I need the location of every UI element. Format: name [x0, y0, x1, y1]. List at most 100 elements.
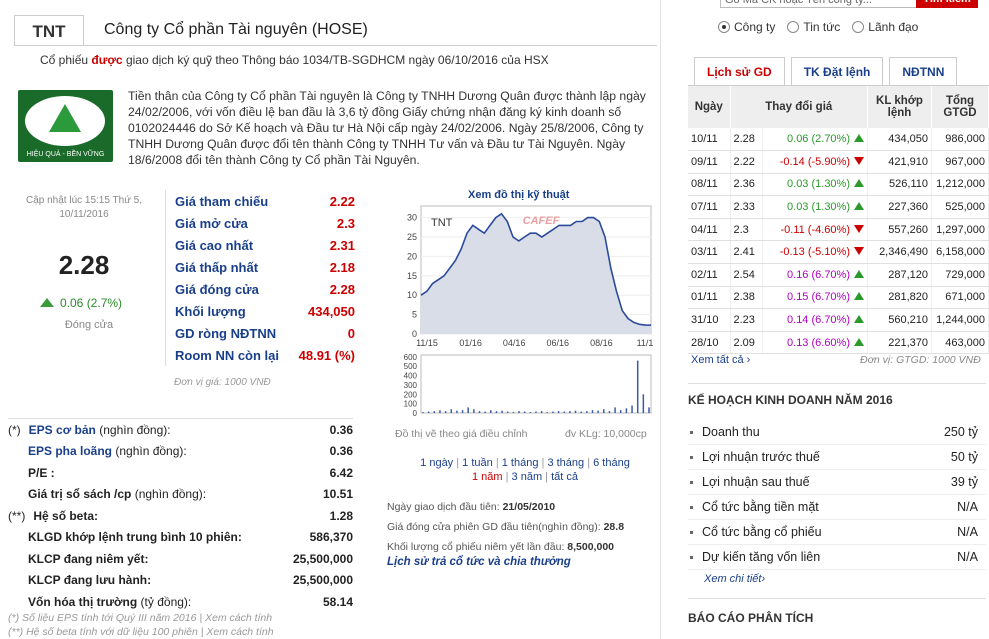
price-value: 2.31 [329, 237, 355, 253]
fundamentals: (*) EPS cơ bản (nghìn đồng): 0.36 EPS pha l… [8, 418, 353, 613]
first-day-label: Ngày giao dịch đầu tiên: [387, 501, 500, 513]
price-value: 2.28 [329, 281, 355, 297]
price-row: Giá tham chiếu 2.22 [175, 190, 355, 212]
cell-date: 08/11 [688, 173, 731, 197]
footnotes: (*) Số liệu EPS tính tới Quý III năm 201… [8, 611, 274, 639]
margin-note-suffix: giao dịch ký quỹ theo Thông báo 1034/TB-… [122, 53, 549, 67]
search-radio-1[interactable]: Công ty [718, 20, 775, 34]
footnote-beta: (**) Hệ số beta tính với dữ liệu 100 phi… [8, 626, 274, 638]
search-radio-3[interactable]: Lãnh đạo [852, 20, 918, 34]
price-chart[interactable]: 0 5 10 15 20 25 30 TNT CAFEF 11/15 01/16 04/16 06/16… [395, 200, 657, 422]
fundamental-label: Vốn hóa thị trường (tỷ đồng): [8, 595, 191, 609]
period-4[interactable]: 3 tháng [547, 457, 585, 469]
cell-change: 0.16 (6.70%) [762, 263, 868, 287]
fundamental-name: KLCP đang niêm yết: [28, 551, 149, 566]
price-label: Giá cao nhất [175, 237, 254, 253]
col-date: Ngày [688, 86, 731, 128]
fundamental-row: Giá trị sổ sách /cp (nghìn đồng): 10.51 [8, 484, 353, 506]
fundamental-label: (*) EPS cơ bản (nghìn đồng): [8, 423, 171, 437]
period-7[interactable]: 3 năm [511, 471, 543, 483]
plan-label-text: Doanh thu [702, 425, 760, 439]
price-unit-note: Đơn vị giá: 1000 VNĐ [174, 377, 271, 388]
fundamental-value: 58.14 [322, 594, 353, 609]
cell-date: 09/11 [688, 150, 731, 174]
plan-row: Doanh thu 250 tỷ [688, 420, 986, 445]
fundamental-name: KLCP đang lưu hành: [28, 573, 152, 588]
margin-note-highlight: được [91, 53, 123, 67]
fundamental-row: KLCP đang lưu hành: 25,500,000 [8, 570, 353, 592]
period-8[interactable]: tất cả [551, 471, 579, 483]
cell-volume: 421,910 [867, 150, 932, 174]
price-value: 2.18 [329, 259, 355, 275]
technical-chart-link[interactable]: Xem đồ thị kỹ thuật [468, 189, 570, 201]
search-radio-2[interactable]: Tin tức [787, 20, 840, 34]
period-1[interactable]: 1 ngày [420, 457, 454, 469]
period-3[interactable]: 1 tháng [501, 457, 539, 469]
radio-button-icon[interactable] [787, 21, 800, 33]
price-label: Giá đóng cửa [175, 281, 259, 297]
x-tick-label: 08/16 [590, 338, 613, 348]
table-row: 04/11 2.3 -0.11 (-4.60%) 557,260 1,297,000 [688, 218, 989, 242]
volume-tick-label: 400 [404, 372, 418, 381]
cell-value: 1,297,000 [931, 218, 989, 242]
period-2[interactable]: 1 tuần [462, 457, 493, 469]
cell-volume: 281,820 [867, 286, 932, 310]
cell-value: 6,158,000 [931, 240, 989, 265]
price-value: 2.22 [329, 193, 355, 209]
cell-date: 02/11 [688, 263, 731, 287]
company-intro: Tiền thân của Công ty Cổ phần Tài nguyên… [128, 89, 646, 167]
price-value: 434,050 [308, 303, 355, 319]
x-tick-label: 06/16 [547, 338, 570, 348]
period-5[interactable]: 6 tháng [593, 457, 630, 469]
business-plan-title: KẾ HOẠCH KINH DOANH NĂM 2016 [688, 393, 893, 407]
plan-value: N/A [957, 500, 978, 514]
tab-3[interactable]: NĐTNN [889, 57, 958, 86]
cell-value: 986,000 [931, 128, 989, 152]
y-tick-label: 0 [412, 329, 417, 339]
up-arrow-icon [40, 298, 54, 307]
tabs-divider [688, 85, 989, 86]
up-arrow-icon [854, 292, 864, 301]
search-button[interactable]: Tìm kiếm [916, 0, 978, 8]
fundamental-row: P/E : 6.42 [8, 462, 353, 484]
cell-volume: 2,346,490 [867, 240, 932, 265]
fundamental-name: EPS cơ bản [28, 422, 96, 437]
dividend-history-link[interactable]: Lịch sử trả cổ tức và chia thưởng [387, 556, 571, 568]
cell-value: 1,244,000 [931, 308, 989, 332]
fundamental-suffix: (tỷ đồng): [137, 594, 192, 609]
plan-row: Cổ tức bằng cổ phiếu N/A [688, 520, 986, 545]
price-value: 2.3 [336, 215, 355, 231]
radio-button-icon[interactable] [718, 21, 730, 33]
plan-row: Cổ tức bằng tiền mặt N/A [688, 495, 986, 520]
plan-value: N/A [957, 550, 978, 564]
view-all-history-link[interactable]: Xem tất cả › [691, 354, 751, 366]
tab-1[interactable]: Lịch sử GD [694, 57, 785, 86]
price-label: Room NN còn lại [175, 347, 280, 363]
change-value: 0.06 (2.70%) [787, 133, 850, 146]
cell-date: 03/11 [688, 240, 731, 265]
cell-volume: 221,370 [867, 331, 932, 355]
listed-volume-label: Khối lượng cổ phiếu niêm yết lần đầu: [387, 541, 565, 553]
fundamental-value: 6.42 [329, 465, 353, 480]
fundamental-row: (*) EPS cơ bản (nghìn đồng): 0.36 [8, 419, 353, 441]
period-6[interactable]: 1 năm [471, 471, 503, 483]
fundamental-row: KLGD khớp lệnh trung bình 10 phiên: 586,3… [8, 527, 353, 549]
down-arrow-icon [854, 247, 864, 256]
y-tick-label: 30 [407, 213, 417, 223]
tab-2[interactable]: TK Đặt lệnh [790, 57, 884, 86]
fundamental-name: Hệ số beta: [33, 508, 99, 523]
col-volume: KL khớp lệnh [867, 86, 932, 128]
plan-label: Lợi nhuận sau thuế [690, 475, 810, 489]
plan-value: N/A [957, 525, 978, 539]
table-row: 03/11 2.41 -0.13 (-5.10%) 2,346,490 6,158,00… [688, 240, 989, 265]
fundamental-suffix: (nghìn đồng): [112, 444, 187, 459]
plan-details-link[interactable]: Xem chi tiết› [704, 573, 766, 585]
change-value: 0.13 (6.60%) [787, 336, 850, 349]
section-divider [688, 383, 986, 384]
change-value: 0.03 (1.30%) [787, 201, 850, 214]
x-tick-label: 11/1 [637, 338, 654, 348]
plan-label-text: Cổ tức bằng cổ phiếu [702, 525, 822, 539]
radio-label: Tin tức [803, 20, 841, 34]
price-row: Giá thấp nhất 2.18 [175, 256, 355, 278]
radio-button-icon[interactable] [852, 21, 865, 33]
